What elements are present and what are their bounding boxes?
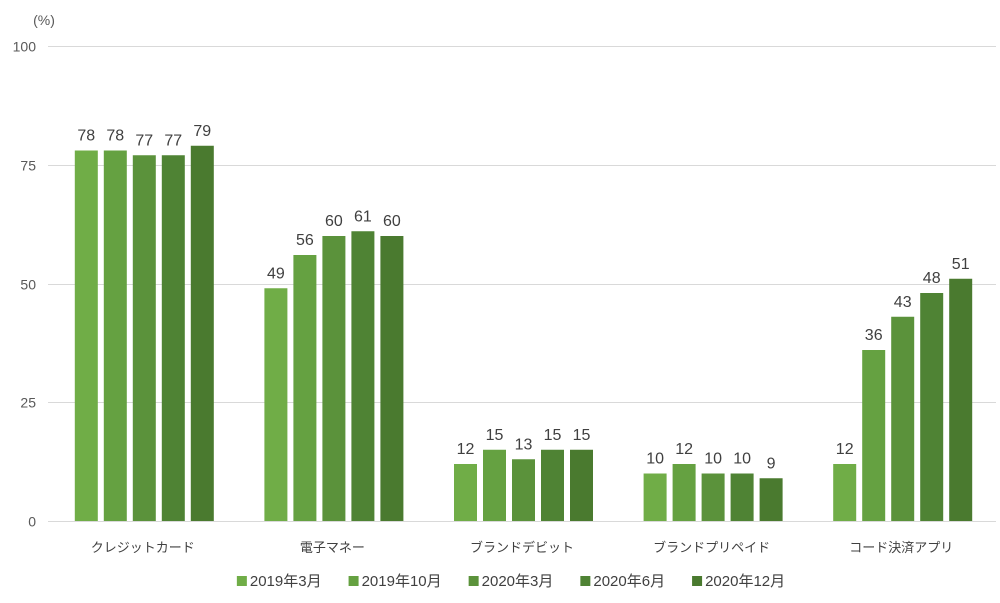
bars (74, 145, 973, 521)
bar-series-5-category-2 (380, 236, 404, 521)
legend-label: 2020年6月 (593, 573, 665, 590)
data-label: 10 (646, 451, 664, 468)
data-label: 78 (77, 128, 95, 145)
y-tick-label: 75 (20, 158, 36, 174)
bar-series-5-category-1 (190, 145, 214, 521)
y-tick-label: 100 (13, 39, 37, 55)
data-label: 12 (457, 441, 475, 458)
x-tick-label: 電子マネー (300, 540, 365, 555)
bar-series-2-category-1 (103, 150, 127, 521)
legend-item: 2019年10月 (348, 573, 442, 590)
bar-series-3-category-1 (132, 155, 156, 521)
legend-swatch (468, 576, 479, 586)
bar-series-4-category-5 (920, 293, 944, 521)
legend-label: 2020年12月 (705, 573, 785, 590)
legend-swatch (692, 576, 703, 586)
y-tick-label: 50 (20, 277, 36, 293)
bar-series-1-category-2 (264, 288, 288, 521)
y-tick-label: 0 (28, 514, 36, 530)
bar-series-2-category-3 (483, 449, 506, 521)
x-tick-label: クレジットカード (91, 540, 195, 555)
bar-series-1-category-4 (643, 473, 667, 521)
y-axis-unit: (%) (33, 12, 55, 28)
data-label: 60 (325, 213, 343, 230)
x-tick-label: ブランドデビット (470, 540, 574, 555)
legend-item: 2020年12月 (692, 573, 785, 590)
y-tick-label: 25 (20, 395, 36, 411)
bar-series-2-category-4 (672, 464, 696, 521)
legend-swatch (348, 576, 359, 586)
data-label: 15 (544, 427, 562, 444)
bar-series-4-category-4 (730, 473, 754, 521)
x-tick-label: ブランドプリペイド (653, 540, 770, 555)
bar-series-4-category-3 (541, 449, 564, 521)
data-label: 48 (923, 270, 941, 287)
legend-label: 2020年3月 (482, 573, 554, 590)
data-label: 79 (193, 123, 211, 140)
x-tick-label: コード決済アプリ (849, 540, 953, 555)
data-label: 43 (894, 294, 912, 311)
bar-series-3-category-3 (512, 459, 535, 521)
legend-label: 2019年10月 (362, 573, 442, 590)
data-label: 77 (135, 132, 153, 149)
bar-series-5-category-5 (949, 278, 973, 521)
bar-series-1-category-3 (454, 464, 477, 521)
data-label: 10 (704, 451, 722, 468)
y-axis: 0 25 50 75 100 (13, 39, 37, 530)
data-label: 10 (733, 451, 751, 468)
data-label: 13 (515, 436, 533, 453)
data-label: 77 (164, 132, 182, 149)
bar-series-1-category-5 (833, 464, 857, 521)
legend-item: 2020年3月 (468, 573, 554, 590)
legend-swatch (580, 576, 591, 586)
bar-series-4-category-1 (161, 155, 185, 521)
data-label: 9 (767, 455, 776, 472)
bar-series-2-category-5 (862, 350, 886, 521)
bar-series-4-category-2 (351, 231, 375, 521)
data-label: 12 (836, 441, 854, 458)
legend-swatch (236, 576, 247, 586)
legend-item: 2020年6月 (580, 573, 665, 590)
data-label: 78 (106, 128, 124, 145)
bar-series-3-category-5 (891, 316, 915, 521)
bar-series-1-category-1 (74, 150, 98, 521)
bar-series-3-category-4 (701, 473, 725, 521)
data-label: 61 (354, 208, 372, 225)
data-label: 15 (486, 427, 504, 444)
bar-series-3-category-2 (322, 236, 346, 521)
legend: 2019年3月 2019年10月 2020年3月 2020年6月 2020年12月 (236, 573, 785, 590)
bar-series-5-category-4 (759, 478, 783, 521)
data-label: 60 (383, 213, 401, 230)
x-axis: クレジットカード 電子マネー ブランドデビット ブランドプリペイド コード決済アプリ (91, 540, 953, 555)
data-label: 49 (267, 265, 285, 282)
data-label: 56 (296, 232, 314, 249)
data-label: 51 (952, 256, 970, 273)
data-label: 15 (573, 427, 591, 444)
legend-label: 2019年3月 (250, 573, 322, 590)
data-label: 36 (865, 327, 883, 344)
bar-series-5-category-3 (570, 449, 593, 521)
legend-item: 2019年3月 (236, 573, 322, 590)
data-labels: 78 78 77 77 79 49 56 60 61 60 12 15 13 15 15 10 12 10 10 9 1… (77, 123, 969, 473)
data-label: 12 (675, 441, 693, 458)
bar-series-2-category-2 (293, 255, 317, 521)
